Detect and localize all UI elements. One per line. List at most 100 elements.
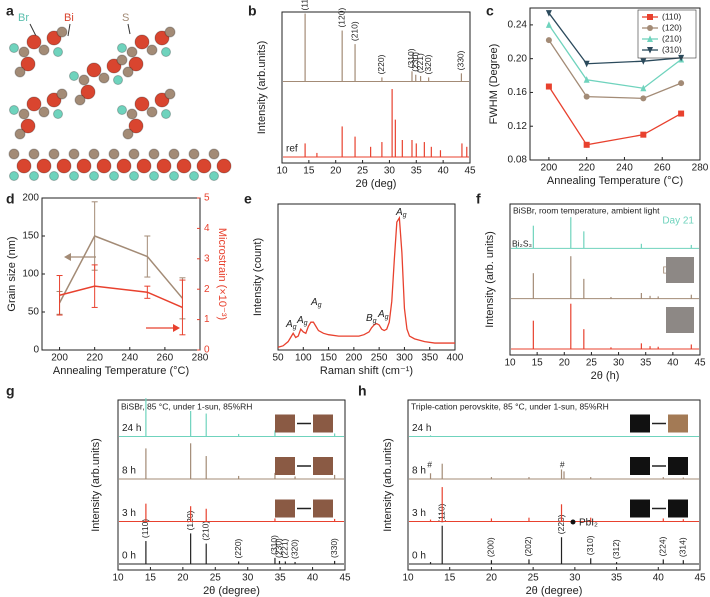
x-tick-label: 35 — [411, 166, 423, 177]
atom — [96, 158, 112, 174]
peak-label: (330) — [329, 538, 339, 558]
atom — [38, 44, 50, 56]
annotation: # — [427, 459, 432, 469]
atom — [26, 96, 42, 112]
y-axis-label: Intensity (count) — [252, 238, 264, 316]
atom — [176, 158, 192, 174]
atom — [126, 46, 138, 58]
series-label: 24 h — [412, 423, 431, 434]
atom — [154, 92, 170, 108]
atom — [20, 56, 36, 72]
atom — [161, 109, 171, 119]
panel-letter: h — [358, 383, 367, 399]
legend-marker — [647, 25, 653, 31]
y-axis-label: Intensity (arb.units) — [90, 438, 102, 532]
x-tick-label: 40 — [667, 358, 679, 369]
x-tick-label: 400 — [447, 353, 464, 364]
peak-annotation: Bg — [366, 313, 377, 325]
atom — [109, 171, 119, 181]
x-axis-label: Annealing Temperature (°C) — [547, 175, 683, 187]
marker — [545, 10, 552, 17]
x-tick-label: 100 — [295, 353, 312, 364]
series-label: 8 h — [412, 466, 426, 477]
y2-axis-label: Microstrain (×10⁻³) — [216, 228, 228, 320]
x-tick-label: 30 — [384, 166, 396, 177]
peak-label: (230) — [274, 538, 284, 558]
x-tick-label: 35 — [640, 358, 652, 369]
peak-label: (310) — [269, 535, 279, 555]
marker — [678, 80, 685, 87]
peak-annotation: Ag — [296, 315, 308, 327]
y-axis-label: FWHM (Degree) — [488, 44, 500, 125]
annotation-main: A — [285, 319, 293, 330]
x-tick-label: 20 — [486, 573, 498, 584]
legend-marker — [647, 47, 653, 54]
plot-frame — [117, 399, 346, 571]
annotation-sub: g — [318, 302, 322, 309]
x-axis-label: 2θ (h) — [591, 370, 620, 382]
annotation-sub: g — [403, 212, 407, 219]
atom — [128, 118, 144, 134]
inset-photo — [668, 414, 688, 433]
y-axis-label: Intensity (arb.units) — [382, 438, 394, 532]
peak-label: (210) — [349, 21, 359, 41]
series-label: 0 h — [412, 551, 426, 562]
atom — [49, 171, 59, 181]
atom — [76, 158, 92, 174]
x-tick-label: 40 — [307, 573, 319, 584]
x-tick-label: 45 — [694, 358, 706, 369]
series-line — [548, 39, 682, 100]
y-tick-label: 200 — [22, 193, 39, 204]
series-line — [548, 12, 682, 65]
atom — [122, 66, 134, 78]
peak-label: (220) — [556, 514, 566, 534]
atom — [154, 30, 170, 46]
atom — [148, 148, 160, 160]
x-tick-label: 25 — [357, 166, 369, 177]
atom — [116, 158, 132, 174]
atom — [156, 158, 172, 174]
atom — [168, 148, 180, 160]
spectrum — [277, 215, 455, 348]
atom — [9, 171, 19, 181]
y-tick-label: 0.20 — [508, 53, 528, 64]
arrow-head — [64, 253, 71, 261]
marker — [545, 83, 552, 90]
atom — [149, 171, 159, 181]
x-axis-label: Raman shift (cm⁻¹) — [320, 365, 413, 377]
panel-letter: g — [6, 383, 15, 399]
legend-marker — [570, 519, 576, 525]
annotation: # — [560, 459, 565, 469]
atom — [14, 128, 26, 140]
atom — [116, 54, 128, 66]
y2-tick-label: 3 — [204, 253, 210, 264]
atom — [20, 118, 36, 134]
atom — [113, 75, 123, 85]
annotation: Bi₂S₃ — [512, 238, 532, 248]
panel-title: BiSBr, room temperature, ambient light — [513, 205, 660, 215]
atom — [46, 30, 62, 46]
y2-tick-label: 5 — [204, 193, 210, 204]
peak-label: (110) — [140, 519, 150, 538]
leader — [127, 23, 131, 35]
atom — [169, 171, 179, 181]
x-tick-label: 25 — [528, 573, 540, 584]
leader — [67, 23, 71, 37]
peak-annotation: Ag — [377, 309, 389, 321]
annotation-sub: g — [293, 324, 297, 331]
x-tick-label: 220 — [86, 353, 103, 364]
annotation-sub: g — [373, 318, 377, 325]
structure-panel: a Br Bi S — [6, 3, 232, 181]
series-label: 8 h — [122, 466, 136, 477]
y-tick-label: 100 — [22, 269, 39, 280]
atom — [164, 88, 176, 100]
plot-frame — [277, 203, 456, 351]
y2-tick-label: 0 — [204, 345, 210, 356]
panel-letter: f — [476, 191, 481, 207]
atom — [108, 148, 120, 160]
y-tick-label: 0 — [33, 345, 39, 356]
peak-label: (202) — [523, 536, 533, 556]
x-tick-label: 200 — [346, 353, 363, 364]
y-axis-label: Grain size (nm) — [6, 236, 18, 311]
legend-label: (120) — [662, 22, 682, 32]
